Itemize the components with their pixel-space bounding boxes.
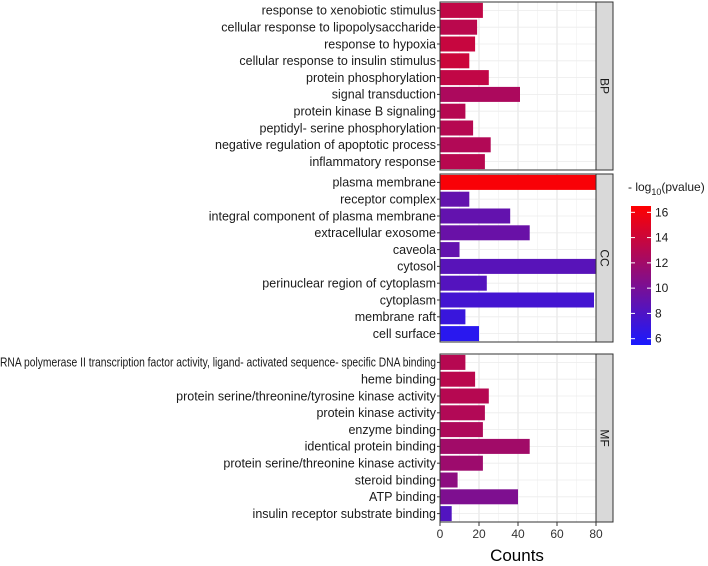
bar xyxy=(440,405,485,421)
category-label: RNA polymerase II transcription factor a… xyxy=(0,356,436,370)
category-label: ATP binding xyxy=(369,490,436,504)
category-label: peptidyl- serine phosphorylation xyxy=(260,121,437,135)
legend-title-suffix: (pvalue) xyxy=(661,180,704,194)
x-tick-label: 20 xyxy=(472,527,486,541)
bar xyxy=(440,137,491,153)
category-label: protein kinase B signaling xyxy=(294,105,436,119)
bar xyxy=(440,36,476,52)
legend-tick-label: 12 xyxy=(655,256,669,270)
legend-tick-label: 8 xyxy=(655,306,662,320)
legend-title-subscript: 10 xyxy=(651,187,661,197)
category-label: cytoplasm xyxy=(380,293,436,307)
category-label: heme binding xyxy=(361,373,436,387)
category-label: enzyme binding xyxy=(348,423,436,437)
category-label: negative regulation of apoptotic process xyxy=(215,138,436,152)
bar xyxy=(440,19,478,35)
bar xyxy=(440,309,466,325)
bar xyxy=(440,326,479,342)
x-tick-label: 60 xyxy=(550,527,564,541)
bar xyxy=(440,258,596,274)
bar xyxy=(440,86,520,102)
bar xyxy=(440,472,458,488)
category-label: plasma membrane xyxy=(332,176,436,190)
bar xyxy=(440,506,452,522)
category-label: identical protein binding xyxy=(305,440,436,454)
category-label: inflammatory response xyxy=(310,155,436,169)
category-label: extracellular exosome xyxy=(314,226,436,240)
bar xyxy=(440,154,485,170)
category-label: protein kinase activity xyxy=(316,406,436,420)
bar xyxy=(440,438,530,454)
bar xyxy=(440,422,483,438)
bar xyxy=(440,2,483,18)
category-label: cellular response to insulin stimulus xyxy=(239,54,436,68)
x-tick-label: 80 xyxy=(589,527,603,541)
bar xyxy=(440,53,470,69)
category-label: protein serine/threonine/tyrosine kinase… xyxy=(176,389,437,403)
facet-strip xyxy=(595,173,614,343)
bar xyxy=(440,191,470,207)
category-label: signal transduction xyxy=(332,88,436,102)
category-label: caveola xyxy=(393,243,436,257)
category-label: cell surface xyxy=(373,327,436,341)
x-tick-label: 40 xyxy=(511,527,525,541)
bar xyxy=(440,225,530,241)
bar xyxy=(440,489,518,505)
facet-strip xyxy=(595,1,614,171)
legend-tick-label: 14 xyxy=(655,231,669,245)
bar xyxy=(440,354,466,370)
legend-title: - log10(pvalue) xyxy=(628,180,705,197)
bar xyxy=(440,103,466,119)
bar xyxy=(440,275,487,291)
category-label: cellular response to lipopolysaccharide xyxy=(221,21,436,35)
legend-tick-label: 6 xyxy=(655,332,662,346)
facet-strip-label: MF xyxy=(598,429,612,446)
x-tick-label: 0 xyxy=(437,527,444,541)
bar xyxy=(440,292,594,308)
bar xyxy=(440,455,483,471)
legend-tick-label: 16 xyxy=(655,205,669,219)
bar xyxy=(440,208,511,224)
legend-colorbar xyxy=(631,206,651,345)
category-label: steroid binding xyxy=(355,473,436,487)
facet-strip-label: BP xyxy=(598,78,612,94)
legend-title-prefix: - log xyxy=(628,180,651,194)
bar xyxy=(440,174,596,190)
category-label: response to hypoxia xyxy=(324,37,436,51)
category-label: cytosol xyxy=(397,260,436,274)
bar xyxy=(440,371,476,387)
category-label: response to xenobiotic stimulus xyxy=(262,4,436,18)
category-label: receptor complex xyxy=(340,193,437,207)
bar xyxy=(440,242,460,258)
plot-layer: response to xenobiotic stimulus cellular … xyxy=(0,1,614,541)
x-axis-title: Counts xyxy=(490,546,544,565)
legend-tick-label: 10 xyxy=(655,281,669,295)
category-label: membrane raft xyxy=(355,310,437,324)
category-label: integral component of plasma membrane xyxy=(209,209,436,223)
category-label: perinuclear region of cytoplasm xyxy=(262,277,436,291)
category-label: protein serine/threonine kinase activity xyxy=(223,457,436,471)
bar xyxy=(440,388,489,404)
bar xyxy=(440,120,474,136)
facet-strip xyxy=(595,353,614,523)
category-label: protein phosphorylation xyxy=(306,71,436,85)
facet-strip-label: CC xyxy=(598,249,612,267)
bar xyxy=(440,70,489,86)
category-label: insulin receptor substrate binding xyxy=(253,507,436,521)
